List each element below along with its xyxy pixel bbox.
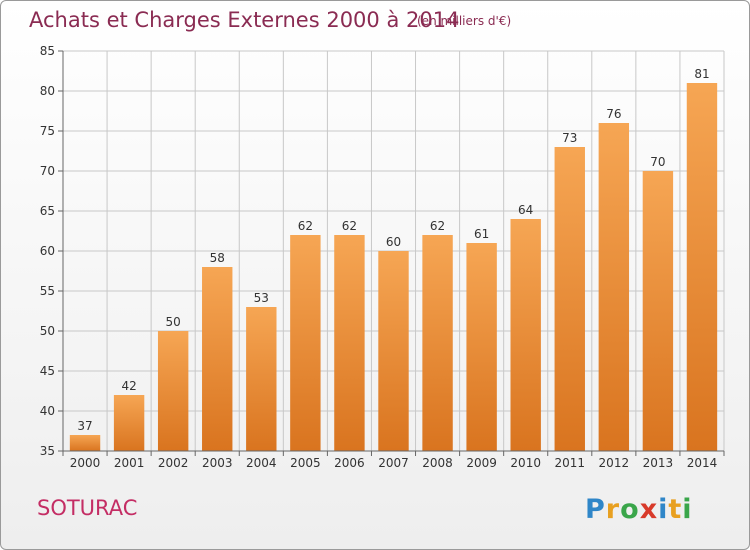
logo-letter: i (682, 494, 692, 525)
y-tick-label: 70 (40, 164, 55, 178)
bar-2009 (466, 243, 497, 451)
logo-letter: x (640, 494, 658, 525)
x-tick-label: 2002 (158, 456, 189, 470)
y-tick-label: 35 (40, 444, 55, 458)
x-tick-label: 2004 (246, 456, 277, 470)
y-tick-label: 85 (40, 44, 55, 58)
bar-2006 (334, 235, 365, 451)
x-tick-label: 2005 (290, 456, 321, 470)
bar-2005 (290, 235, 321, 451)
bar-2003 (202, 267, 233, 451)
y-tick-label: 80 (40, 84, 55, 98)
x-tick-label: 2000 (70, 456, 101, 470)
x-tick-label: 2012 (599, 456, 630, 470)
chart-unit: (en milliers d'€) (417, 14, 511, 28)
data-label-2006: 62 (342, 219, 357, 233)
data-label-2003: 58 (210, 251, 225, 265)
y-tick-label: 45 (40, 364, 55, 378)
y-tick-label: 55 (40, 284, 55, 298)
bar-2002 (157, 331, 189, 451)
x-tick-label: 2001 (114, 456, 145, 470)
data-label-2011: 73 (562, 131, 577, 145)
bar-2004 (246, 307, 277, 451)
bar-2012 (598, 123, 630, 451)
x-tick-label: 2010 (510, 456, 541, 470)
x-tick-label: 2007 (378, 456, 409, 470)
bar-2008 (422, 235, 453, 451)
bar-2000 (69, 435, 101, 451)
data-label-2004: 53 (254, 291, 269, 305)
y-tick-label: 65 (40, 204, 55, 218)
x-tick-label: 2009 (466, 456, 497, 470)
x-tick-label: 2003 (202, 456, 233, 470)
logo-letter: o (620, 494, 640, 525)
data-label-2001: 42 (121, 379, 136, 393)
y-tick-label: 75 (40, 124, 55, 138)
x-tick-label: 2013 (643, 456, 674, 470)
bar-2007 (378, 251, 409, 451)
logo-letter: P (585, 494, 606, 525)
bar-2010 (510, 219, 541, 451)
y-tick-label: 40 (40, 404, 55, 418)
data-label-2012: 76 (606, 107, 621, 121)
bar-2013 (642, 171, 674, 451)
data-label-2005: 62 (298, 219, 313, 233)
bar-2014 (686, 83, 718, 451)
logo-letter: t (668, 494, 682, 525)
data-label-2009: 61 (474, 227, 489, 241)
logo-letter: i (658, 494, 668, 525)
data-label-2014: 81 (694, 67, 709, 81)
axes: 35 40 45 50 55 60 65 70 75 80 85 2000 2001 2002 2003 20… (40, 44, 725, 470)
data-label-2013: 70 (650, 155, 665, 169)
data-label-2000: 37 (77, 419, 92, 433)
value-labels: 37 42 50 58 53 62 62 60 62 61 64 73 76 70 81 (77, 67, 709, 433)
x-tick-label: 2006 (334, 456, 365, 470)
bars (69, 83, 718, 451)
data-label-2008: 62 (430, 219, 445, 233)
chart-title: Achats et Charges Externes 2000 à 2014 (29, 8, 459, 32)
y-tick-label: 50 (40, 324, 55, 338)
y-tick-label: 60 (40, 244, 55, 258)
x-tick-label: 2014 (687, 456, 718, 470)
data-label-2010: 64 (518, 203, 533, 217)
proxiti-logo: Proxiti (585, 494, 693, 525)
bar-2011 (554, 147, 585, 451)
logo-letter: r (606, 494, 620, 525)
bar-2001 (113, 395, 145, 451)
x-tick-label: 2008 (422, 456, 453, 470)
commune-name: SOTURAC (37, 496, 137, 520)
data-label-2007: 60 (386, 235, 401, 249)
data-label-2002: 50 (166, 315, 181, 329)
x-tick-label: 2011 (554, 456, 585, 470)
